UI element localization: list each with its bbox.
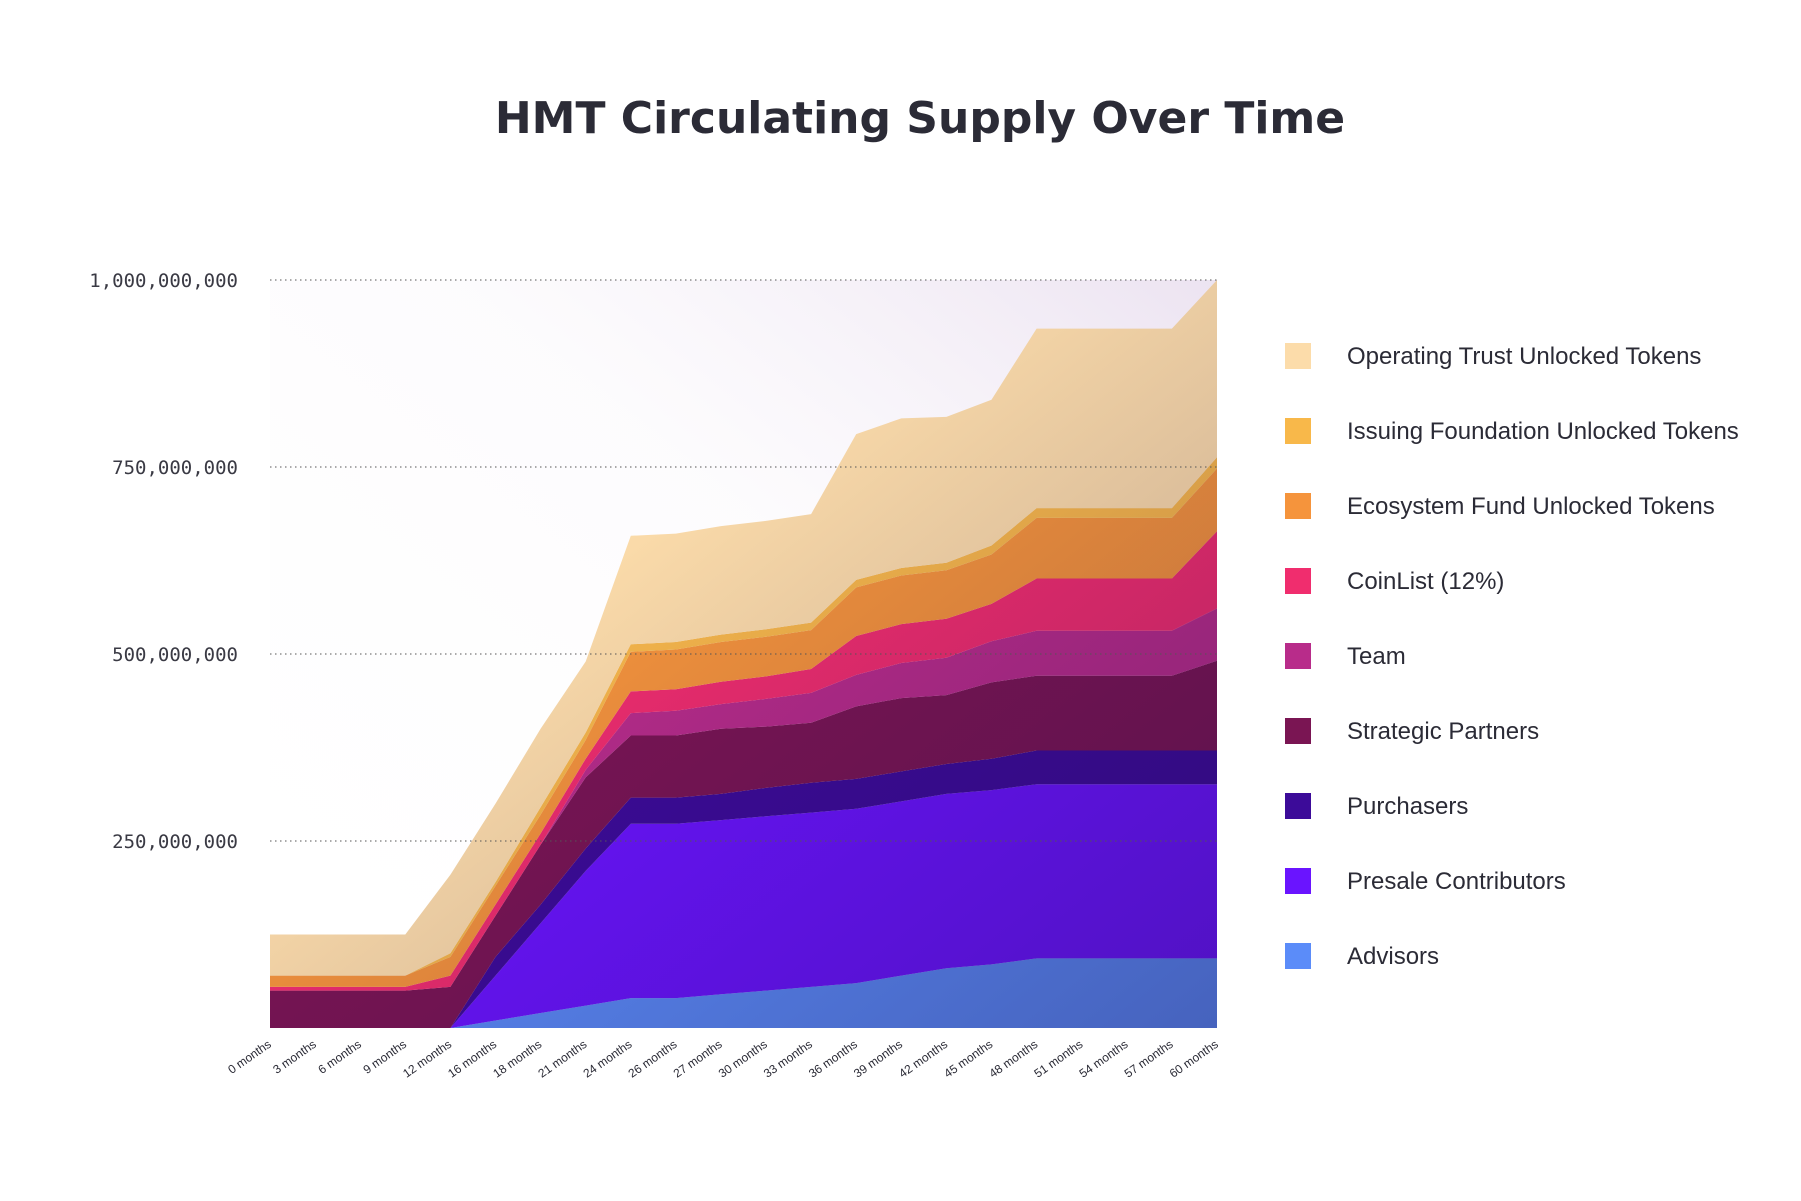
legend-item-advisors: Advisors: [1285, 943, 1439, 970]
chart-title: HMT Circulating Supply Over Time: [495, 93, 1345, 144]
legend-swatch: [1285, 418, 1311, 444]
legend-swatch: [1285, 718, 1311, 744]
x-tick-label: 57 months: [1122, 1037, 1176, 1081]
legend-item-purchasers: Purchasers: [1285, 793, 1468, 820]
y-tick-label: 750,000,000: [112, 457, 238, 479]
legend-label: Team: [1347, 643, 1406, 670]
legend-swatch: [1285, 943, 1311, 969]
x-tick-label: 42 months: [896, 1037, 950, 1081]
x-tick-label: 21 months: [535, 1037, 589, 1081]
x-tick-label: 0 months: [225, 1037, 273, 1077]
legend-item-operating-trust-unlocked-tokens: Operating Trust Unlocked Tokens: [1285, 343, 1701, 370]
x-tick-label: 6 months: [315, 1037, 363, 1077]
legend-label: Issuing Foundation Unlocked Tokens: [1347, 418, 1739, 445]
x-tick-label: 60 months: [1167, 1037, 1221, 1081]
legend-label: Presale Contributors: [1347, 868, 1566, 895]
legend-label: Operating Trust Unlocked Tokens: [1347, 343, 1701, 370]
legend-item-presale-contributors: Presale Contributors: [1285, 868, 1566, 895]
legend-swatch: [1285, 493, 1311, 519]
legend-swatch: [1285, 793, 1311, 819]
y-tick-label: 500,000,000: [112, 644, 238, 666]
legend-item-issuing-foundation-unlocked-tokens: Issuing Foundation Unlocked Tokens: [1285, 418, 1739, 445]
legend-label: Advisors: [1347, 943, 1439, 970]
x-tick-label: 18 months: [490, 1037, 544, 1081]
x-tick-label: 39 months: [851, 1037, 905, 1081]
legend-label: CoinList (12%): [1347, 568, 1504, 595]
x-tick-label: 48 months: [986, 1037, 1040, 1081]
legend-swatch: [1285, 343, 1311, 369]
legend-label: Ecosystem Fund Unlocked Tokens: [1347, 493, 1715, 520]
x-tick-label: 45 months: [941, 1037, 995, 1081]
x-tick-label: 12 months: [400, 1037, 454, 1081]
legend-item-ecosystem-fund-unlocked-tokens: Ecosystem Fund Unlocked Tokens: [1285, 493, 1715, 520]
y-tick-label: 250,000,000: [112, 831, 238, 853]
x-tick-label: 33 months: [761, 1037, 815, 1081]
x-tick-label: 26 months: [626, 1037, 680, 1081]
legend-swatch: [1285, 868, 1311, 894]
legend-swatch: [1285, 643, 1311, 669]
x-tick-label: 30 months: [716, 1037, 770, 1081]
x-tick-label: 3 months: [270, 1037, 318, 1077]
legend-label: Purchasers: [1347, 793, 1468, 820]
x-tick-label: 16 months: [445, 1037, 499, 1081]
legend-label: Strategic Partners: [1347, 718, 1539, 745]
legend-swatch: [1285, 568, 1311, 594]
legend-item-coinlist-12: CoinList (12%): [1285, 568, 1504, 595]
y-tick-label: 1,000,000,000: [89, 270, 238, 292]
legend-item-strategic-partners: Strategic Partners: [1285, 718, 1539, 745]
legend-item-team: Team: [1285, 643, 1406, 670]
x-tick-label: 36 months: [806, 1037, 860, 1081]
x-tick-label: 51 months: [1031, 1037, 1085, 1081]
x-tick-label: 27 months: [671, 1037, 725, 1081]
x-tick-label: 54 months: [1077, 1037, 1131, 1081]
x-tick-label: 24 months: [581, 1037, 635, 1081]
